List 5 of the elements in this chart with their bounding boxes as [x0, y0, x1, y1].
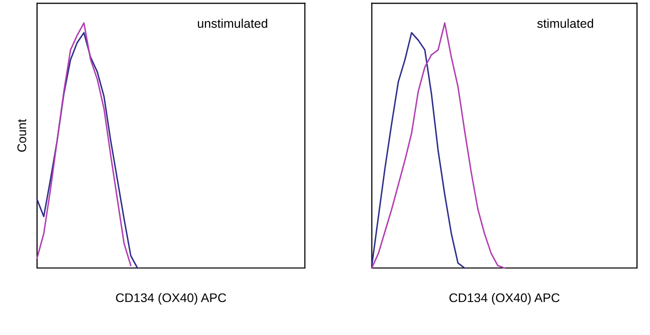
x-axis-title: CD134 (OX40) APC	[116, 293, 226, 305]
chart-title: unstimulated	[198, 18, 268, 28]
y-axis-title: Count	[17, 119, 26, 152]
x-axis-title: CD134 (OX40) APC	[449, 293, 560, 305]
chart-title: stimulated	[537, 18, 594, 28]
